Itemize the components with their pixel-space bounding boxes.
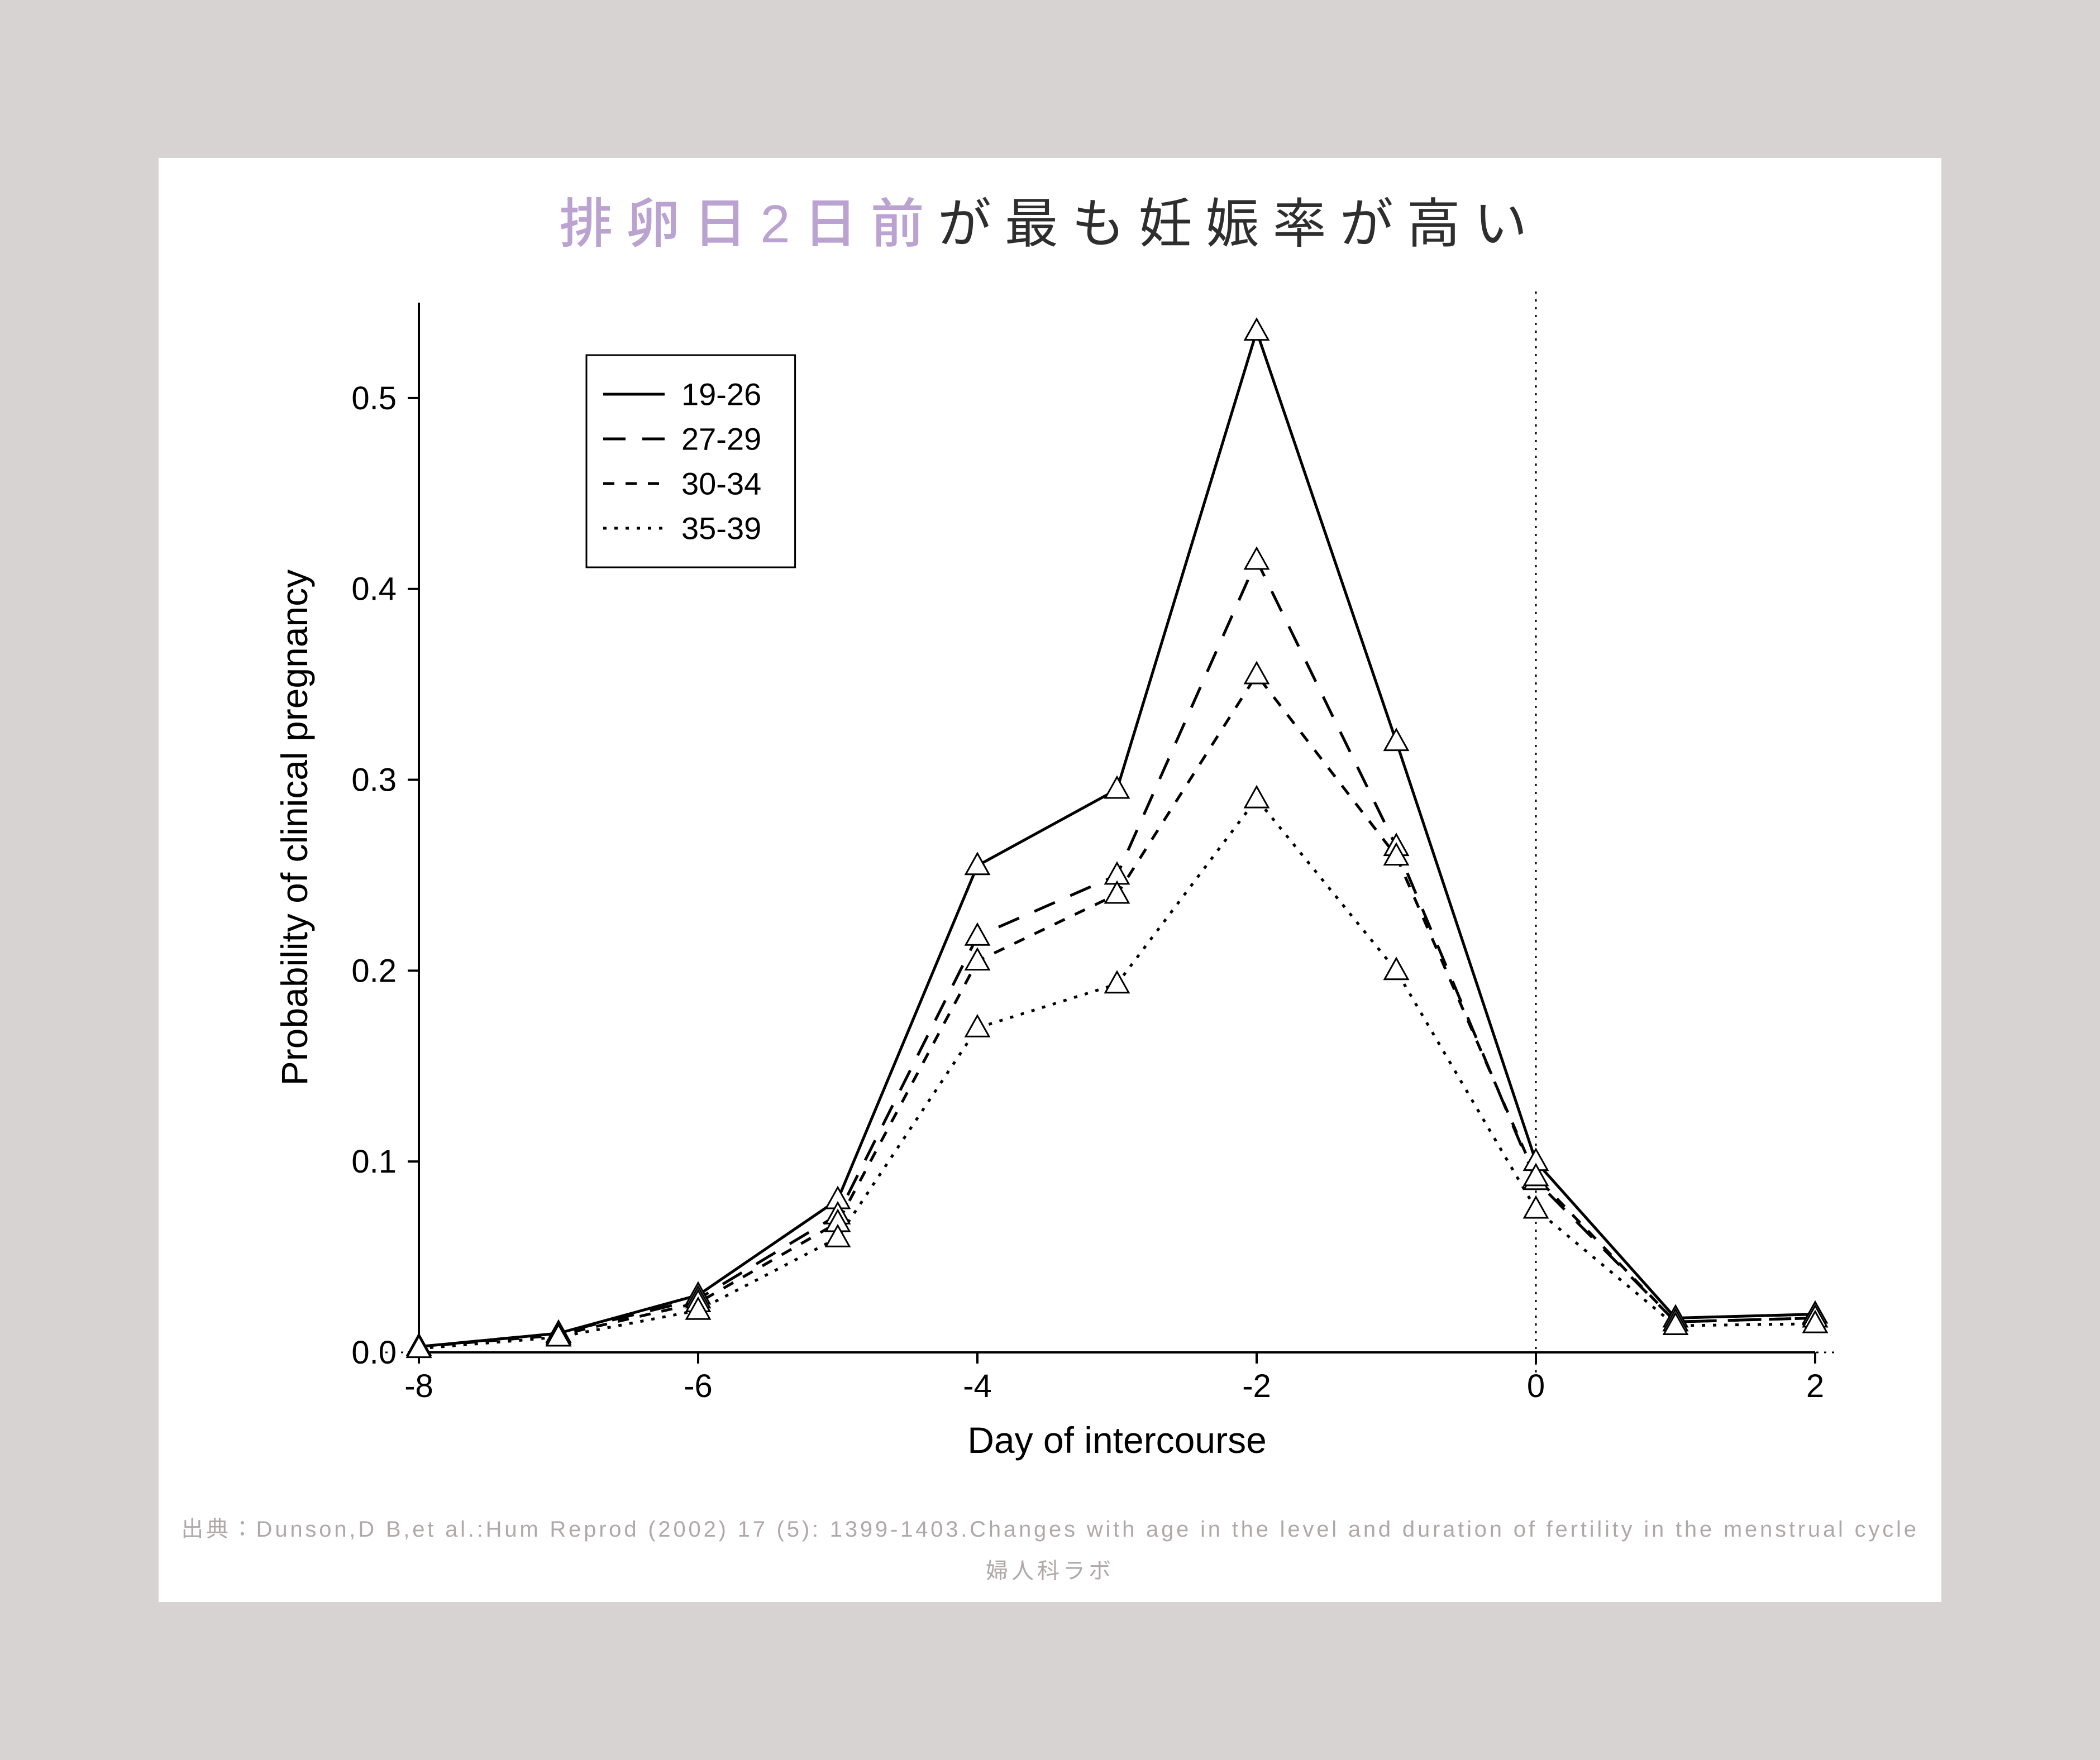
svg-text:35-39: 35-39 [681,511,761,546]
chart-title: 排卵日2日前が最も妊娠率が高い [181,180,1919,258]
svg-text:-6: -6 [684,1368,713,1404]
svg-text:0: 0 [1527,1368,1545,1404]
svg-text:-2: -2 [1242,1368,1271,1404]
svg-text:0.5: 0.5 [351,380,397,417]
svg-text:Day of intercourse: Day of intercourse [967,1419,1267,1461]
svg-text:-4: -4 [963,1368,992,1404]
svg-text:0.4: 0.4 [351,571,397,608]
svg-text:27-29: 27-29 [681,422,761,457]
citation-text: 出典：Dunson,D B,et al.:Hum Reprod (2002) 1… [181,1512,1919,1547]
info-card: 排卵日2日前が最も妊娠率が高い -8 -6 -4 -2 0 2 0.0 0.1 0.2 0.3 0.… [159,158,1941,1602]
svg-text:-8: -8 [404,1368,433,1404]
chart-container: -8 -6 -4 -2 0 2 0.0 0.1 0.2 0.3 0.4 0.5 Day of inter… [181,269,1919,1498]
svg-text:0.1: 0.1 [351,1144,397,1180]
title-accent: 排卵日2日前 [559,194,937,254]
lab-credit: 婦人科ラボ [181,1553,1919,1585]
line-chart: -8 -6 -4 -2 0 2 0.0 0.1 0.2 0.3 0.4 0.5 Day of inter… [240,269,1860,1498]
svg-text:0.2: 0.2 [351,953,397,989]
title-rest: が最も妊娠率が高い [938,194,1541,254]
svg-text:0.0: 0.0 [351,1335,397,1371]
svg-text:2: 2 [1806,1368,1824,1404]
svg-text:Probability of clinical preg: Probability of clinical pregnancy [274,570,315,1085]
svg-text:30-34: 30-34 [681,466,761,501]
svg-text:19-26: 19-26 [681,377,761,412]
svg-text:0.3: 0.3 [351,762,397,798]
